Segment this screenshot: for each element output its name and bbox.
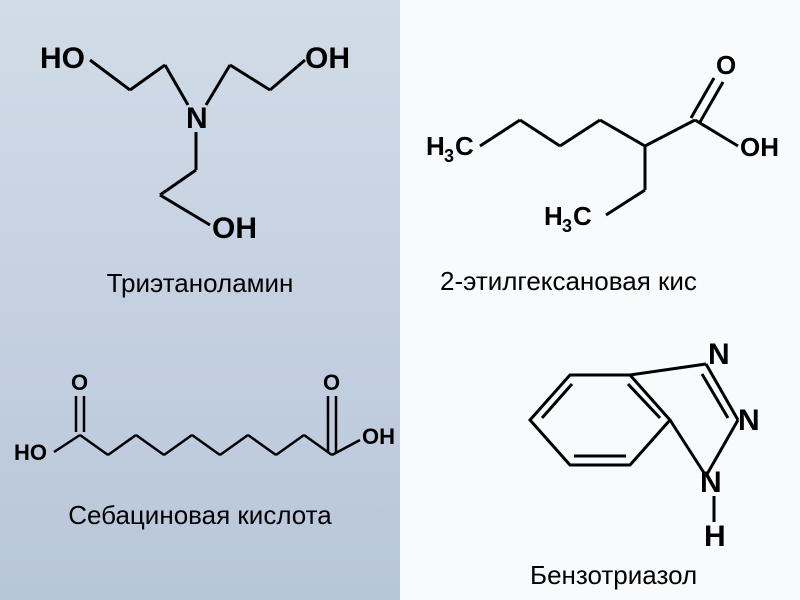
svg-text:N: N bbox=[708, 338, 730, 371]
label-ethylhexanoic-acid: 2-этилгексановая кис bbox=[440, 266, 800, 297]
svg-text:OH: OH bbox=[362, 424, 395, 449]
molecule-triethanolamine: HO OH N OH bbox=[20, 20, 380, 250]
svg-text:HO: HO bbox=[14, 440, 47, 465]
molecule-sebacic-acid: HO O O OH bbox=[10, 360, 405, 490]
svg-text:N: N bbox=[700, 466, 722, 499]
svg-text:O: O bbox=[716, 50, 736, 80]
label-benzotriazole: Бензотриазол bbox=[530, 560, 780, 591]
svg-text:O: O bbox=[71, 370, 88, 395]
svg-text:H: H bbox=[544, 201, 563, 231]
label-triethanolamine: Триэтаноламин bbox=[60, 268, 340, 299]
molecule-ethylhexanoic-acid: H 3 C O OH H 3 C bbox=[420, 50, 800, 250]
label-sebacic-acid: Себациновая кислота bbox=[40, 500, 360, 531]
svg-text:OH: OH bbox=[740, 132, 779, 162]
slide-canvas: HO OH N OH Триэтаноламин H 3 C bbox=[0, 0, 800, 600]
svg-text:H: H bbox=[426, 131, 445, 161]
svg-text:OH: OH bbox=[305, 42, 350, 75]
svg-text:3: 3 bbox=[562, 216, 572, 236]
svg-text:HO: HO bbox=[40, 42, 85, 75]
svg-text:OH: OH bbox=[212, 212, 257, 245]
molecule-benzotriazole: N N N H bbox=[470, 320, 780, 570]
svg-text:H: H bbox=[704, 520, 726, 553]
svg-text:3: 3 bbox=[444, 146, 454, 166]
svg-text:C: C bbox=[455, 131, 474, 161]
svg-text:O: O bbox=[323, 370, 340, 395]
svg-text:N: N bbox=[738, 404, 760, 437]
svg-text:C: C bbox=[573, 201, 592, 231]
svg-text:N: N bbox=[186, 102, 208, 135]
